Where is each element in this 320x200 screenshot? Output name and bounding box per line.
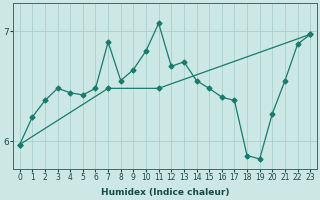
X-axis label: Humidex (Indice chaleur): Humidex (Indice chaleur)	[101, 188, 229, 197]
